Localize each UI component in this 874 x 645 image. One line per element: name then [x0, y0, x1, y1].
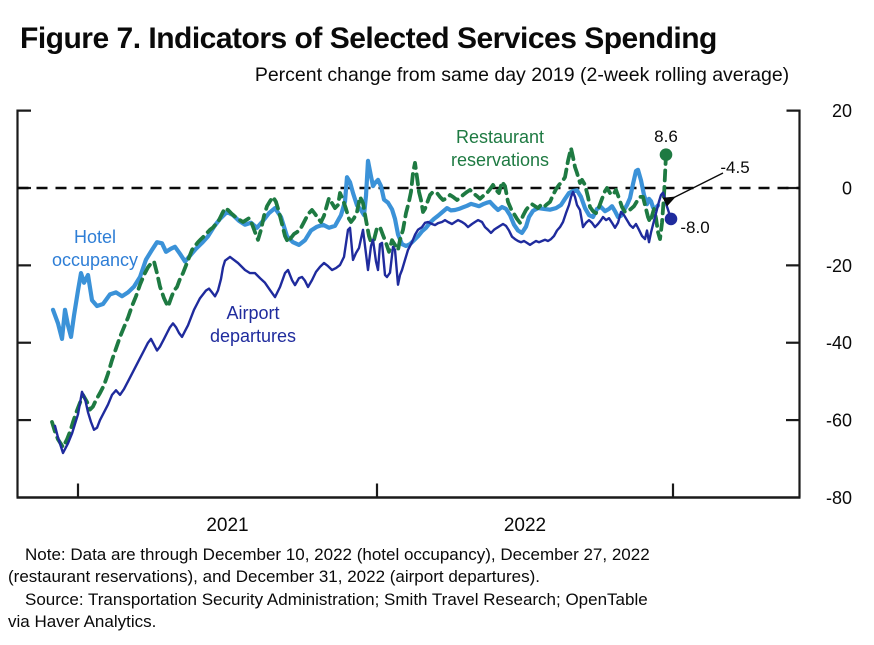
figure-subtitle: Percent change from same day 2019 (2-wee… — [254, 64, 790, 86]
end-marker-restaurant-reservations — [659, 148, 673, 161]
note-text: (restaurant reservations), and December … — [8, 567, 540, 587]
source-text: via Haver Analytics. — [8, 612, 157, 632]
series-line-restaurant-reservations — [50, 146, 668, 450]
y-tick-label: -20 — [826, 256, 852, 276]
axis-labels: 20 0 -20 -40 -60 -80 2021 2022 — [206, 101, 852, 536]
annotation-hotel-end-value: -4.5 — [720, 158, 750, 177]
note-text: Note: Data are through December 10, 2022… — [25, 545, 650, 564]
annotation-restaurant-end-value: 8.6 — [654, 127, 678, 146]
series-label-airport-departures: Airport departures — [209, 303, 297, 346]
end-marker-airport-departures — [664, 212, 678, 226]
series-label-hotel-occupancy: Hotel occupancy — [51, 227, 139, 270]
x-axis-year-label: 2022 — [504, 515, 546, 536]
annotation-airport-end-value: -8.0 — [680, 218, 710, 237]
series-line-hotel-occupancy — [50, 158, 661, 341]
y-axis-right — [786, 109, 801, 498]
series-lines — [50, 146, 673, 455]
annotation-arrow — [662, 172, 724, 207]
y-axis-left — [16, 109, 31, 498]
source-text: Source: Transportation Security Administ… — [25, 589, 648, 609]
y-tick-label: -40 — [826, 333, 852, 353]
figure-title: Figure 7. Indicators of Selected Service… — [20, 22, 717, 55]
x-axis-year-label: 2021 — [206, 515, 248, 536]
axis-ticks — [17, 186, 800, 498]
figure-footnotes: Note: Data are through December 10, 2022… — [8, 544, 808, 634]
series-label-restaurant-reservations: Restaurant reservations — [450, 127, 550, 170]
y-tick-label: 0 — [842, 179, 852, 199]
y-tick-label: 20 — [832, 101, 852, 121]
series-line-airport-departures — [53, 190, 673, 455]
y-tick-label: -60 — [826, 411, 852, 431]
end-markers — [659, 148, 678, 226]
y-tick-label: -80 — [826, 488, 852, 508]
